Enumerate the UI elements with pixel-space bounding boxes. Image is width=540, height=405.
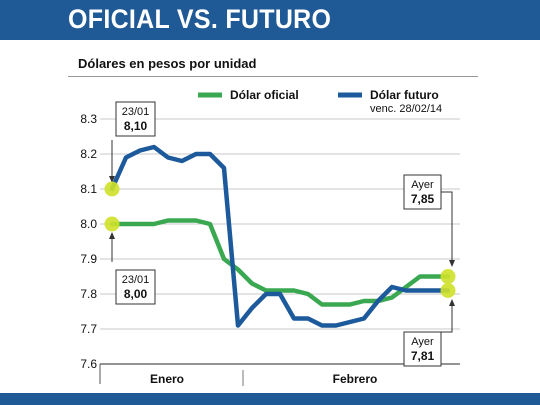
callout-top-right: Ayer 7,85 bbox=[403, 174, 442, 210]
series-line-dolar-futuro bbox=[109, 144, 451, 328]
y-tick-label: 8.1 bbox=[80, 182, 97, 196]
y-tick-label: 7.6 bbox=[80, 357, 97, 371]
y-tick-label: 8.2 bbox=[80, 147, 97, 161]
page-title: OFICIAL VS. FUTURO bbox=[68, 4, 332, 35]
callout-label: Ayer bbox=[411, 179, 434, 191]
chart-subtitle: Dólares en pesos por unidad bbox=[78, 56, 257, 71]
divider bbox=[68, 76, 478, 77]
y-tick-label: 8.3 bbox=[80, 112, 97, 126]
footer-bar bbox=[0, 393, 540, 405]
callout-value: 8,00 bbox=[124, 287, 148, 301]
highlight-dots bbox=[104, 181, 456, 298]
callout-label: Ayer bbox=[411, 336, 434, 348]
callout-date: 23/01 bbox=[122, 106, 150, 118]
callout-connectors bbox=[111, 140, 453, 333]
series-line-dolar-oficial bbox=[109, 218, 451, 307]
callout-value: 7,85 bbox=[411, 192, 435, 206]
callout-date: 23/01 bbox=[122, 274, 150, 286]
x-group-label-enero: Enero bbox=[150, 372, 184, 386]
legend-oficial-label: Dólar oficial bbox=[230, 88, 299, 102]
callout-value: 7,81 bbox=[411, 349, 435, 363]
y-tick-label: 7.9 bbox=[80, 252, 97, 266]
header-bar: OFICIAL VS. FUTURO bbox=[0, 0, 540, 40]
y-tick-label: 7.7 bbox=[80, 322, 97, 336]
y-tick-label: 8.0 bbox=[80, 217, 97, 231]
highlight-dot bbox=[104, 216, 120, 232]
legend-futuro-label: Dólar futuro bbox=[370, 88, 439, 102]
highlight-dot bbox=[104, 181, 120, 197]
callout-bottom-right: Ayer 7,81 bbox=[403, 331, 442, 367]
callout-top-left: 23/01 8,10 bbox=[115, 101, 156, 137]
callout-arrowheads bbox=[109, 176, 455, 306]
callout-value: 8,10 bbox=[124, 119, 148, 133]
callout-bottom-left: 23/01 8,00 bbox=[115, 269, 156, 305]
highlight-dot bbox=[440, 283, 456, 298]
highlight-dot bbox=[440, 269, 456, 284]
y-axis-ticks: 7.6 7.7 7.8 7.9 8.0 8.1 8.2 8.3 bbox=[80, 112, 97, 371]
y-tick-label: 7.8 bbox=[80, 287, 97, 301]
legend-futuro-note: venc. 28/02/14 bbox=[370, 103, 442, 115]
x-group-label-febrero: Febrero bbox=[333, 372, 378, 386]
